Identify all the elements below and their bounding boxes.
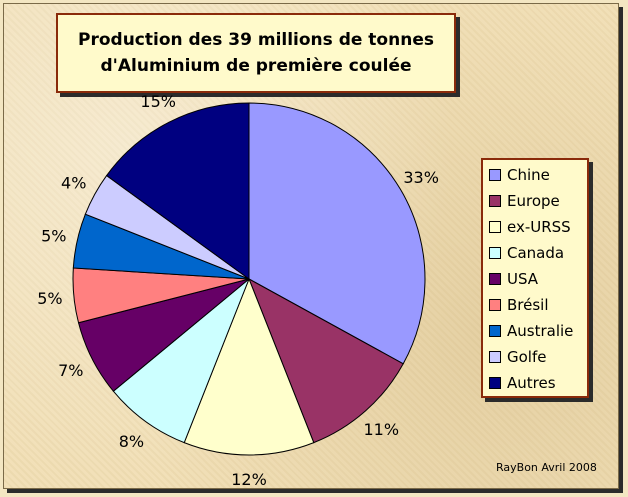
pie-label-australie: 5%	[41, 226, 66, 245]
legend-item: Brésil	[483, 292, 587, 318]
legend-swatch	[489, 377, 501, 389]
pie-label-autres: 15%	[140, 92, 176, 111]
legend-label: Brésil	[507, 296, 549, 314]
legend-label: Canada	[507, 244, 565, 262]
legend-swatch	[489, 351, 501, 363]
credit-text: RayBon Avril 2008	[496, 461, 597, 474]
pie-slice-canada	[112, 278, 250, 444]
legend-item: Europe	[483, 188, 587, 214]
legend-label: Australie	[507, 322, 574, 340]
pie-label-chine: 33%	[403, 168, 439, 187]
title-line-1: Production des 39 millions de tonnes	[78, 30, 434, 50]
legend-item: Autres	[483, 370, 587, 396]
legend-swatch	[489, 299, 501, 311]
legend-swatch	[489, 325, 501, 337]
chart-title: Production des 39 millions de tonnes d'A…	[56, 13, 456, 93]
legend-swatch	[489, 195, 501, 207]
legend-label: Chine	[507, 166, 550, 184]
pie-slice-ex-urss	[183, 277, 315, 456]
legend-item: USA	[483, 266, 587, 292]
legend-item: ex-URSS	[483, 214, 587, 240]
pie-slice-europe	[248, 277, 404, 444]
legend-label: Europe	[507, 192, 560, 210]
legend-item: Golfe	[483, 344, 587, 370]
legend-swatch	[489, 247, 501, 259]
legend-label: ex-URSS	[507, 218, 571, 236]
pie-label-br-sil: 5%	[37, 289, 62, 308]
pie-slice-autres	[105, 102, 250, 280]
legend-swatch	[489, 169, 501, 181]
pie-slice-chine	[248, 102, 426, 365]
legend-item: Chine	[483, 162, 587, 188]
pie-label-europe: 11%	[363, 420, 399, 439]
legend-label: Autres	[507, 374, 556, 392]
pie-label-ex-urss: 12%	[231, 470, 267, 489]
legend-swatch	[489, 273, 501, 285]
pie-label-usa: 7%	[58, 361, 83, 380]
legend-item: Australie	[483, 318, 587, 344]
pie-label-canada: 8%	[119, 432, 144, 451]
legend-swatch	[489, 221, 501, 233]
legend-item: Canada	[483, 240, 587, 266]
legend-label: Golfe	[507, 348, 547, 366]
legend-label: USA	[507, 270, 539, 288]
pie-label-golfe: 4%	[61, 174, 86, 193]
title-line-2: d'Aluminium de première coulée	[100, 56, 412, 76]
legend: Chine Europe ex-URSS Canada USA Brésil Austral…	[481, 158, 589, 398]
